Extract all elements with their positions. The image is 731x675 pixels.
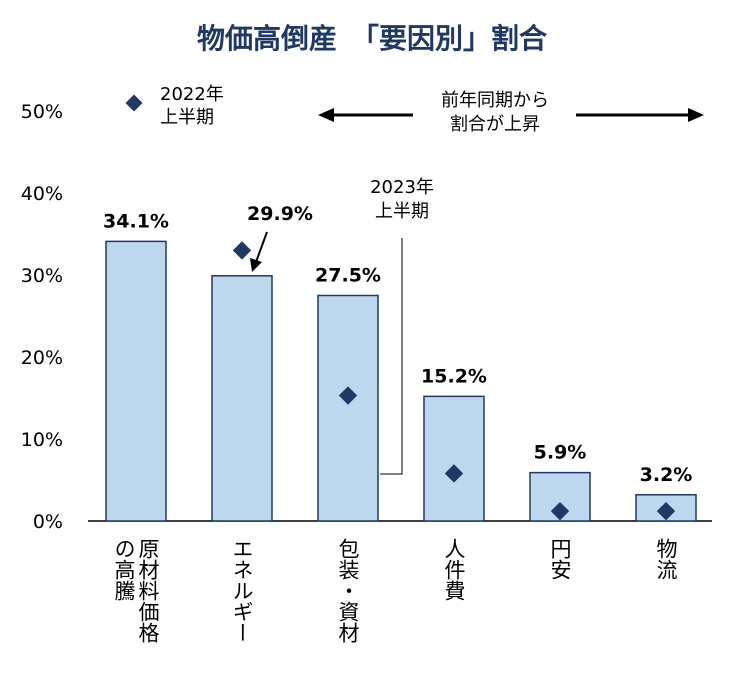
category-label: 人件費 (442, 538, 466, 601)
markers (232, 241, 676, 521)
arrow-note-line2: 割合が上昇 (450, 114, 540, 135)
category-label: 円安 (548, 538, 572, 580)
y-tick-label: 50% (21, 101, 63, 123)
y-tick-label: 30% (21, 265, 63, 287)
value-label: 27.5% (315, 265, 381, 287)
marker-diamond (232, 241, 252, 260)
right-arrow-head-icon (688, 108, 704, 122)
category-label: 包装・資材 (336, 538, 360, 643)
bars (105, 240, 697, 522)
marker-diamond (338, 386, 358, 405)
series-callout-line2: 上半期 (375, 201, 429, 222)
y-tick-label: 40% (21, 183, 63, 205)
y-tick-label: 20% (21, 347, 63, 369)
arrow-note-line1: 前年同期から (441, 90, 549, 111)
energy-value-arrow (250, 231, 268, 272)
energy-arrow-head-icon (250, 258, 262, 272)
energy-arrow-line (255, 231, 268, 263)
value-label: 29.9% (247, 203, 313, 225)
bar (211, 275, 273, 522)
legend-diamond-icon (125, 94, 143, 112)
y-tick-label: 10% (21, 429, 63, 451)
category-label: の高騰 (112, 538, 136, 601)
bar (423, 395, 485, 522)
legend: 2022年 上半期 (125, 84, 224, 128)
arrow-note: 前年同期から 割合が上昇 (318, 90, 704, 135)
value-label: 5.9% (534, 442, 587, 464)
legend-line1: 2022年 (160, 84, 224, 105)
value-label: 3.2% (640, 464, 693, 486)
bar (105, 240, 167, 522)
value-label: 34.1% (103, 210, 169, 232)
y-axis-ticks: 0% 10% 20% 30% 40% 50% (21, 101, 63, 533)
series-callout-line (380, 238, 403, 475)
value-label: 15.2% (421, 365, 487, 387)
bar (317, 294, 379, 522)
legend-line2: 上半期 (160, 107, 214, 128)
marker-diamond (656, 501, 676, 521)
left-arrow-head-icon (318, 108, 334, 122)
category-label: 物流 (654, 538, 678, 580)
marker-diamond (444, 464, 464, 483)
series-callout-line1: 2023年 (370, 177, 434, 198)
chart-title: 物価高倒産 「要因別」割合 (197, 22, 548, 55)
series-callout: 2023年 上半期 (370, 177, 434, 475)
bar (529, 471, 591, 522)
y-tick-label: 0% (33, 511, 63, 533)
category-label: エネルギー (230, 538, 254, 643)
marker-diamond (550, 501, 570, 521)
value-labels: 34.1% 29.9% 27.5% 15.2% 5.9% 3.2% (103, 203, 692, 486)
category-label: 原材料価格 (136, 538, 160, 643)
